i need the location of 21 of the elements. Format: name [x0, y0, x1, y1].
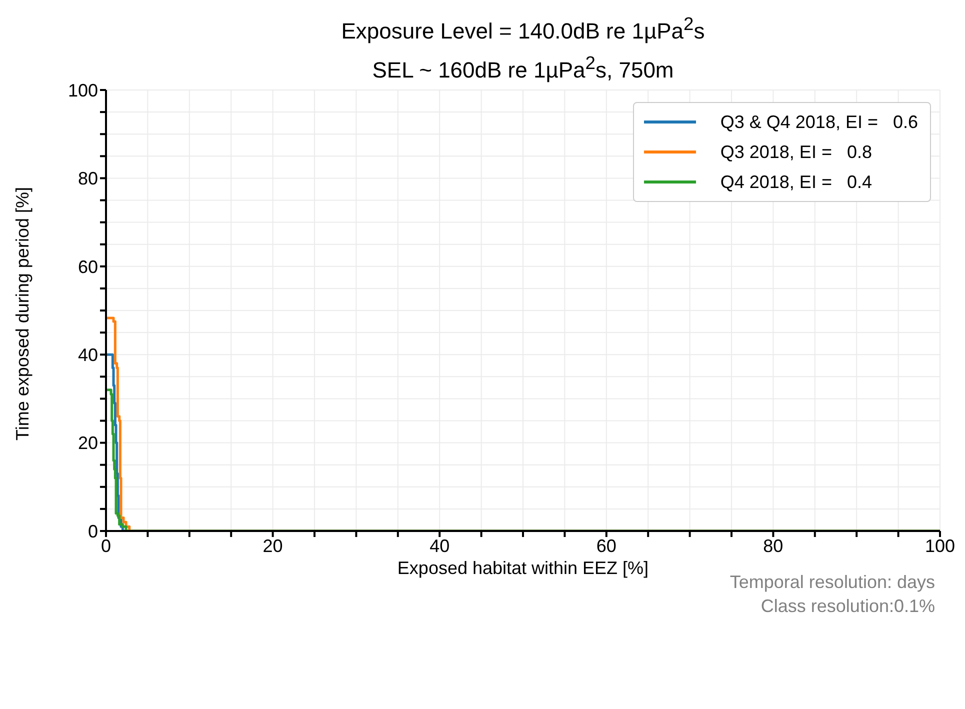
legend-label: Q3 2018, EI = 0.8 — [720, 141, 872, 164]
y-tick-label: 0 — [88, 521, 98, 542]
y-tick-label: 60 — [78, 256, 98, 277]
text: Temporal resolution: days — [730, 571, 935, 594]
x-tick-label: 100 — [924, 536, 956, 556]
text: Class resolution:0.1% — [760, 595, 935, 618]
x-tick-label: 40 — [430, 536, 450, 556]
legend-label: Q3 & Q4 2018, EI = 0.6 — [720, 111, 918, 134]
x-tick-label: 80 — [763, 536, 784, 556]
legend-label: Q4 2018, EI = 0.4 — [720, 171, 872, 194]
y-tick-label: 20 — [78, 433, 98, 454]
y-tick-label: 40 — [78, 344, 98, 365]
x-tick-label: 20 — [262, 536, 283, 556]
x-tick-label: 60 — [596, 536, 616, 556]
y-axis-title: Time exposed during period [%] — [12, 187, 32, 440]
y-tick-label: 80 — [78, 168, 98, 189]
x-axis-title: Exposed habitat within EEZ [%] — [397, 558, 649, 578]
chart-subtitle: SEL ~ 160dB re 1µPa$^{2}$s, 750m — [371, 51, 675, 85]
x-tick-label: 0 — [100, 536, 112, 556]
y-tick-label: 100 — [68, 80, 98, 100]
chart-title: Exposure Level = 140.0dB re 1µPa$^{2}$s — [340, 12, 706, 46]
